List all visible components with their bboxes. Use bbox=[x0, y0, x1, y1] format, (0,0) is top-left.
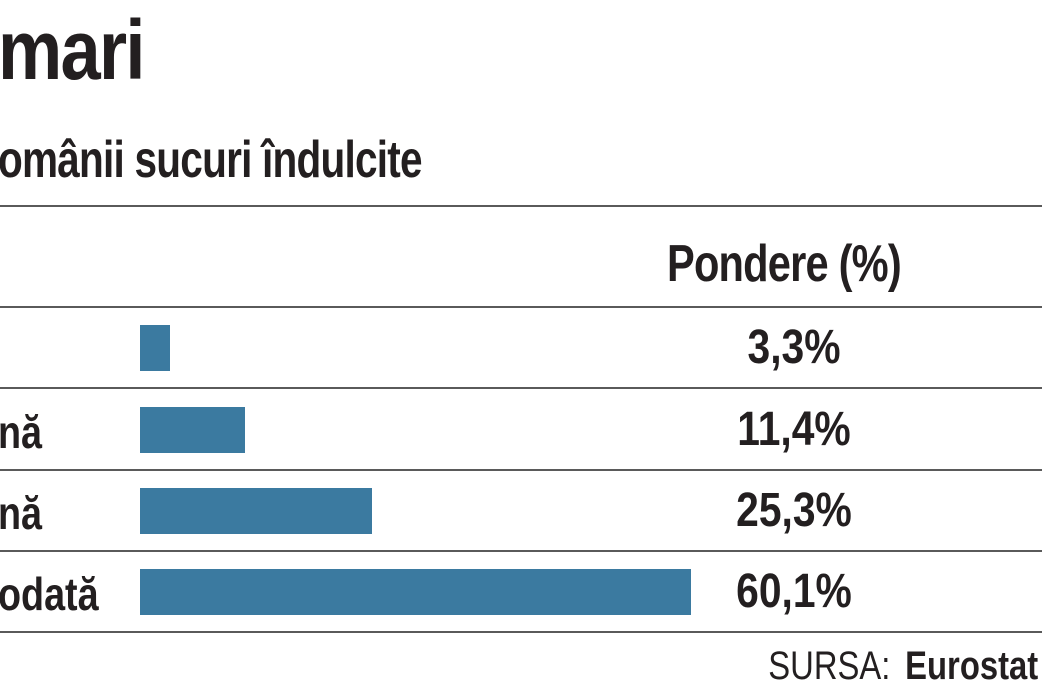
divider bbox=[0, 306, 1042, 308]
row-label: nă bbox=[0, 486, 43, 539]
bar bbox=[140, 568, 691, 615]
divider bbox=[0, 469, 1042, 471]
source-line: SURSA: Eurostat bbox=[768, 646, 1038, 686]
source-label: SURSA: bbox=[768, 644, 891, 688]
row-label: odată bbox=[0, 567, 99, 620]
bar bbox=[140, 487, 372, 534]
chart-subtitle: omânii sucuri îndulcite bbox=[0, 131, 423, 189]
column-header: Pondere (%) bbox=[667, 235, 902, 293]
divider bbox=[0, 631, 1042, 633]
row-label: nă bbox=[0, 405, 43, 458]
bar bbox=[140, 406, 245, 453]
value-label: 11,4% bbox=[737, 402, 851, 456]
source-value: Eurostat bbox=[904, 644, 1038, 688]
chart-title: mari bbox=[0, 3, 145, 97]
divider bbox=[0, 550, 1042, 552]
value-label: 60,1% bbox=[736, 564, 852, 618]
value-label: 3,3% bbox=[747, 320, 841, 374]
divider bbox=[0, 205, 1042, 207]
value-label: 25,3% bbox=[736, 483, 852, 537]
divider bbox=[0, 387, 1042, 389]
bar bbox=[140, 324, 170, 371]
